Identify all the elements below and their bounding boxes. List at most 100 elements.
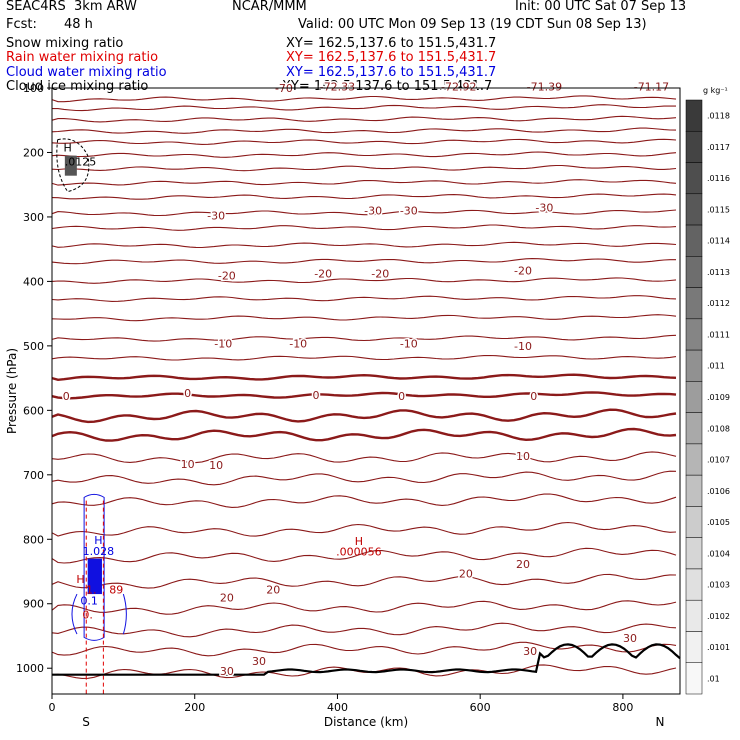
temperature-label: -30 <box>364 204 382 217</box>
temperature-contour <box>51 295 677 302</box>
temperature-label: -10 <box>400 337 418 350</box>
colorbar-unit: g kg⁻¹ <box>703 86 728 95</box>
colorbar-label: .0102 <box>707 612 730 621</box>
temperature-contour <box>51 209 677 217</box>
xy-cloudwater: XY= 162.5,137.6 to 151.5,431.7 <box>286 65 497 80</box>
max-annotation: H <box>355 535 363 548</box>
xy-rain: XY= 162.5,137.6 to 151.5,431.7 <box>286 50 497 65</box>
max-annotation: 89 <box>109 584 123 597</box>
temperature-contour <box>51 314 677 322</box>
temperature-label: 0 <box>184 387 191 400</box>
temperature-contour <box>51 521 677 537</box>
center-name: NCAR/MMM <box>232 0 307 14</box>
x-axis-title: Distance (km) <box>324 715 408 729</box>
field-cloudwater-label: Cloud water mixing ratio <box>6 65 167 80</box>
temperature-label: -20 <box>314 268 332 281</box>
valid-time: Valid: 00 UTC Mon 09 Sep 13 (19 CDT Sun … <box>298 17 647 32</box>
colorbar-label: .0112 <box>707 299 730 308</box>
xy-snow: XY= 162.5,137.6 to 151.5,431.7 <box>286 36 497 51</box>
colorbar-cell <box>685 474 703 507</box>
x-tick-label: 200 <box>184 701 205 714</box>
y-tick-label: 400 <box>23 275 44 288</box>
y-axis-title: Pressure (hPa) <box>5 348 19 434</box>
temperature-label: -72.33 <box>320 81 355 94</box>
colorbar-cell <box>685 412 703 445</box>
temperature-contour <box>51 391 677 400</box>
colorbar-label: .0103 <box>707 581 730 590</box>
temperature-contour <box>51 547 677 564</box>
colorbar-cell <box>685 131 703 163</box>
temperature-label: -20 <box>371 268 389 281</box>
colorbar-cell <box>685 443 703 476</box>
y-tick-label: 700 <box>23 469 44 482</box>
temperature-label: -10 <box>289 337 307 350</box>
temperature-contour <box>51 408 677 424</box>
x-axis-north-label: N <box>656 715 665 729</box>
xy-cloudice: XY= 162.5,137.6 to 151.5,431.7 <box>282 79 493 94</box>
colorbar-label: .011 <box>707 362 725 371</box>
colorbar-label: .0108 <box>707 424 730 433</box>
temperature-label: 0 <box>530 390 537 403</box>
max-annotation: 0.1 <box>80 595 98 608</box>
colorbar-cell <box>685 287 703 320</box>
colorbar-cell <box>685 631 703 663</box>
forecast-label: Fcst: <box>6 17 37 32</box>
temperature-label: -20 <box>218 270 236 283</box>
temperature-contour <box>51 179 677 186</box>
temperature-contour <box>51 451 677 464</box>
colorbar-cell <box>685 537 703 570</box>
y-tick-label: 900 <box>23 598 44 611</box>
colorbar-label: .01 <box>707 674 720 683</box>
temperature-label: -10 <box>214 337 232 350</box>
colorbar-cell <box>685 349 703 382</box>
cloud-water-contour <box>71 593 127 635</box>
model-name: SEAC4RS 3km ARW <box>6 0 137 14</box>
y-tick-label: 800 <box>23 533 44 546</box>
temperature-label: -20 <box>514 264 532 277</box>
x-tick-label: 800 <box>612 701 633 714</box>
temperature-label: -30 <box>207 210 225 223</box>
rain-contour <box>85 500 104 694</box>
max-annotation: 0. <box>82 609 93 622</box>
field-rain-label: Rain water mixing ratio <box>6 50 159 65</box>
y-tick-label: 200 <box>23 146 44 159</box>
temperature-label: -30 <box>400 204 418 217</box>
temperature-contour <box>51 373 677 382</box>
temperature-contour <box>51 258 676 265</box>
colorbar-cell <box>685 256 703 288</box>
colorbar-cell <box>685 568 703 601</box>
temperature-label: 30 <box>252 655 266 668</box>
y-tick-label: 300 <box>23 211 44 224</box>
colorbar-label: .0101 <box>707 643 730 652</box>
colorbar-label: .0116 <box>707 174 730 183</box>
colorbar-label: .0113 <box>707 268 730 277</box>
colorbar-cell <box>685 162 703 195</box>
max-annotation: 1. <box>86 584 97 597</box>
x-tick-label: 0 <box>49 701 56 714</box>
max-annotation: H <box>76 573 84 586</box>
temperature-contour <box>51 95 677 103</box>
y-tick-label: 500 <box>23 340 44 353</box>
cloud-ice-patch <box>64 155 77 176</box>
temperature-contour <box>51 151 677 158</box>
temperature-contour <box>51 277 677 284</box>
max-annotation: H <box>64 141 72 154</box>
y-tick-label: 1000 <box>16 662 44 675</box>
temperature-contour <box>51 138 677 145</box>
temperature-contour <box>51 354 677 361</box>
colorbar-cell <box>685 381 703 413</box>
colorbar-label: .0109 <box>707 393 730 402</box>
temperature-label: 0 <box>313 389 320 402</box>
temperature-label: 10 <box>209 459 223 472</box>
y-tick-label: 600 <box>23 404 44 417</box>
temperature-contour <box>52 104 677 112</box>
temperature-contour <box>51 641 677 657</box>
colorbar-cell <box>685 193 703 226</box>
colorbar-cell <box>685 224 703 257</box>
colorbar-cell <box>685 99 703 132</box>
colorbar-label: .0111 <box>707 330 730 339</box>
temperature-label: 0 <box>63 390 70 403</box>
temperature-label: 10 <box>181 458 195 471</box>
cloud-water-core <box>87 558 102 595</box>
init-time: Init: 00 UTC Sat 07 Sep 13 <box>515 0 687 14</box>
